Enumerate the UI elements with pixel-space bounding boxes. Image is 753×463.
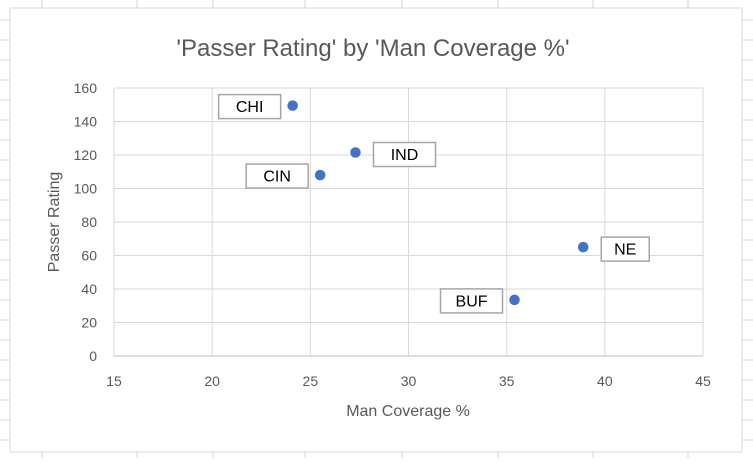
x-tick-label: 45 bbox=[695, 373, 711, 389]
data-point-ind[interactable] bbox=[349, 146, 362, 159]
data-point-chi[interactable] bbox=[286, 99, 299, 112]
y-tick-label: 20 bbox=[81, 315, 97, 331]
y-axis-title: Passer Rating bbox=[46, 172, 63, 273]
x-tick-label: 15 bbox=[106, 373, 122, 389]
x-tick-label: 35 bbox=[499, 373, 515, 389]
data-label-ind: IND bbox=[391, 147, 419, 164]
x-tick-label: 30 bbox=[401, 373, 417, 389]
y-tick-label: 120 bbox=[74, 147, 98, 163]
data-labels: CHI IND CIN NE BUF bbox=[217, 93, 650, 314]
data-label-box bbox=[600, 236, 650, 262]
y-axis-tick-labels: 0 20 40 60 80 100 120 140 160 bbox=[74, 80, 98, 364]
y-tick-label: 100 bbox=[74, 181, 98, 197]
y-tick-label: 160 bbox=[74, 80, 98, 96]
y-tick-label: 0 bbox=[89, 348, 97, 364]
x-tick-label: 20 bbox=[204, 373, 220, 389]
x-axis-title: Man Coverage % bbox=[346, 403, 470, 420]
data-label-box bbox=[372, 141, 437, 168]
data-point-buf[interactable] bbox=[508, 294, 521, 306]
chart-title: 'Passer Rating' by 'Man Coverage %' bbox=[176, 35, 569, 62]
data-points bbox=[286, 99, 589, 306]
y-tick-label: 140 bbox=[74, 114, 98, 130]
y-tick-label: 40 bbox=[81, 281, 97, 297]
data-label-box bbox=[439, 288, 504, 314]
y-tick-label: 60 bbox=[81, 248, 97, 264]
data-point-cin[interactable] bbox=[314, 169, 326, 181]
data-label-chi: CHI bbox=[236, 99, 264, 116]
y-tick-label: 80 bbox=[81, 214, 97, 230]
data-point-ne[interactable] bbox=[577, 241, 589, 253]
x-tick-label: 25 bbox=[303, 373, 319, 389]
chart-area[interactable] bbox=[9, 7, 743, 453]
data-label-buf: BUF bbox=[456, 293, 488, 310]
data-label-box bbox=[217, 93, 282, 120]
x-axis-tick-labels: 15 20 25 30 35 40 45 bbox=[106, 373, 711, 389]
data-label-cin: CIN bbox=[263, 169, 291, 186]
data-label-ne: NE bbox=[614, 242, 636, 259]
x-tick-label: 40 bbox=[597, 373, 613, 389]
data-label-box bbox=[245, 163, 309, 189]
